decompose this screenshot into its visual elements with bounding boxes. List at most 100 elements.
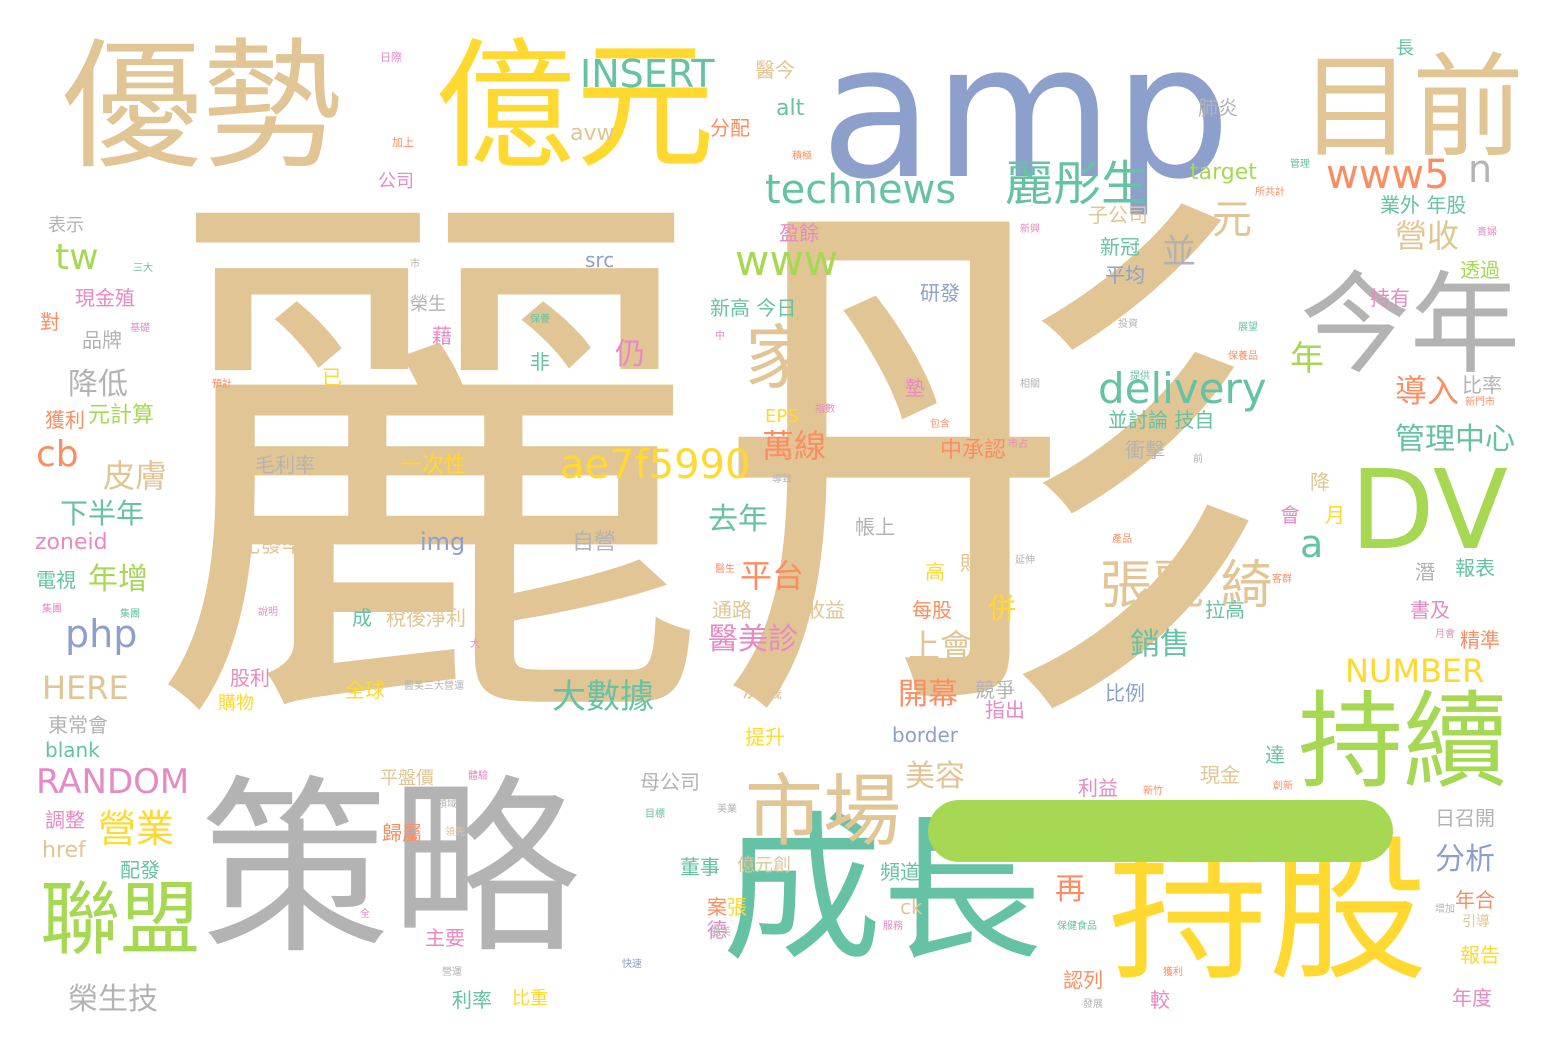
cloud-word: HERE: [42, 669, 129, 707]
cloud-word: 案: [707, 895, 727, 919]
cloud-word: 對: [40, 310, 60, 334]
cloud-word: 億元: [435, 26, 716, 189]
cloud-word: 新竹: [1143, 786, 1163, 797]
cloud-word: 市: [410, 259, 420, 270]
cloud-word: 新興: [1020, 224, 1040, 235]
cloud-word: 利率: [452, 988, 492, 1012]
cloud-word: target: [1190, 160, 1257, 185]
cloud-word: www5: [1326, 152, 1450, 198]
cloud-word: 目標: [645, 809, 665, 820]
cloud-word: 東常會: [48, 713, 108, 737]
cloud-word: 購物: [218, 693, 254, 714]
cloud-word: 表示: [48, 215, 84, 236]
cloud-word: tw: [55, 237, 99, 278]
cloud-word: 市占: [1008, 439, 1028, 450]
cloud-word: 再: [1055, 872, 1085, 907]
cloud-word: delivery: [1098, 364, 1267, 413]
cloud-word: 基礎: [130, 323, 150, 334]
cloud-word: 並: [1162, 232, 1196, 272]
cloud-word: 主要: [425, 926, 465, 950]
cloud-word: src: [585, 248, 615, 272]
cloud-word: 月會: [1435, 629, 1455, 640]
cloud-word: 精準: [1460, 628, 1500, 652]
cloud-word: 領域: [437, 799, 457, 810]
cloud-word: [928, 800, 1393, 862]
cloud-word: 利益: [1078, 776, 1118, 800]
cloud-word: 快速: [622, 959, 642, 970]
cloud-word: 中: [715, 331, 725, 342]
cloud-word: 策略: [200, 759, 581, 980]
cloud-word: 元: [1212, 197, 1252, 243]
cloud-word: href: [42, 838, 86, 863]
cloud-word: 榮生: [410, 294, 446, 315]
cloud-word: 仍: [615, 337, 645, 372]
cloud-word: 配發: [120, 858, 160, 882]
cloud-word: 優勢: [62, 26, 343, 189]
cloud-word: 成: [352, 606, 372, 630]
cloud-word: 研發: [920, 281, 960, 305]
cloud-word: 美業: [717, 804, 737, 815]
cloud-word: www: [735, 236, 839, 285]
cloud-word: 現金殖: [75, 286, 135, 310]
cloud-word: 今年: [1300, 261, 1520, 389]
cloud-word: 大數據: [552, 677, 654, 717]
cloud-word: 潛: [1415, 560, 1435, 584]
cloud-word: 營收: [1395, 217, 1460, 255]
cloud-word: 自營: [572, 530, 617, 555]
cloud-word: 一次性: [400, 453, 467, 478]
cloud-word: 新門市: [1465, 397, 1495, 408]
cloud-word: 分析: [1435, 842, 1495, 877]
cloud-word: 報告: [1460, 943, 1500, 967]
cloud-word: 導致: [772, 474, 792, 485]
cloud-word: 管理中心: [1395, 422, 1515, 457]
cloud-word: 指數: [815, 404, 835, 415]
cloud-word: 帳上: [855, 515, 895, 539]
cloud-word: 服務: [883, 921, 903, 932]
cloud-word: 獲利: [1163, 967, 1183, 978]
cloud-word: 公司: [378, 171, 414, 192]
cloud-word: 近: [985, 302, 1005, 326]
cloud-word: 月: [1325, 503, 1345, 527]
cloud-word: 持續: [1298, 681, 1509, 803]
cloud-word: blank: [45, 738, 100, 762]
cloud-word: 貴婦: [1477, 227, 1497, 238]
cloud-word: 股利: [230, 666, 270, 690]
cloud-word: 家: [745, 317, 815, 399]
cloud-word: 下半年: [60, 497, 145, 530]
cloud-word: 目前: [1300, 43, 1524, 173]
cloud-word: 指出: [985, 698, 1025, 722]
cloud-word: 衝擊: [1125, 438, 1165, 462]
cloud-word: 大: [470, 639, 480, 650]
cloud-word: 積極: [792, 151, 812, 162]
cloud-word: 持有: [1370, 286, 1410, 310]
cloud-word: 醫美三大營運: [404, 681, 464, 692]
cloud-word: 藉: [432, 324, 452, 348]
cloud-word: 高: [925, 560, 945, 584]
cloud-word: 榮生技: [68, 982, 158, 1017]
cloud-word: 延伸: [1015, 555, 1035, 566]
cloud-word: 說明: [258, 607, 278, 618]
cloud-word: 預計: [212, 379, 232, 390]
cloud-word: 頻道: [880, 860, 920, 884]
cloud-word: 營運: [442, 967, 462, 978]
cloud-word: 併: [988, 592, 1017, 625]
cloud-word: 全: [360, 909, 370, 920]
cloud-word: 提升: [745, 725, 785, 749]
cloud-word: 歸屬: [382, 821, 422, 845]
cloud-word: 張麗 綺: [1100, 556, 1273, 616]
cloud-word: 品牌: [82, 328, 122, 352]
cloud-word: 達: [1265, 743, 1285, 767]
cloud-word: 提供: [1130, 371, 1150, 382]
cloud-word: 相關: [1020, 379, 1040, 390]
cloud-word: 保健食品: [1057, 921, 1097, 932]
cloud-word: 毛利率: [255, 453, 315, 477]
cloud-word: 每股: [912, 598, 952, 622]
cloud-word: 平台: [740, 557, 805, 595]
cloud-word: 保養: [530, 314, 550, 325]
cloud-word: 調整: [45, 808, 85, 832]
cloud-word: a: [1300, 522, 1324, 566]
cloud-word: 決議: [742, 678, 782, 702]
cloud-word: ae7f5990: [560, 442, 751, 488]
cloud-word: 子公司: [1088, 203, 1148, 227]
cloud-word: 董事: [680, 855, 720, 879]
